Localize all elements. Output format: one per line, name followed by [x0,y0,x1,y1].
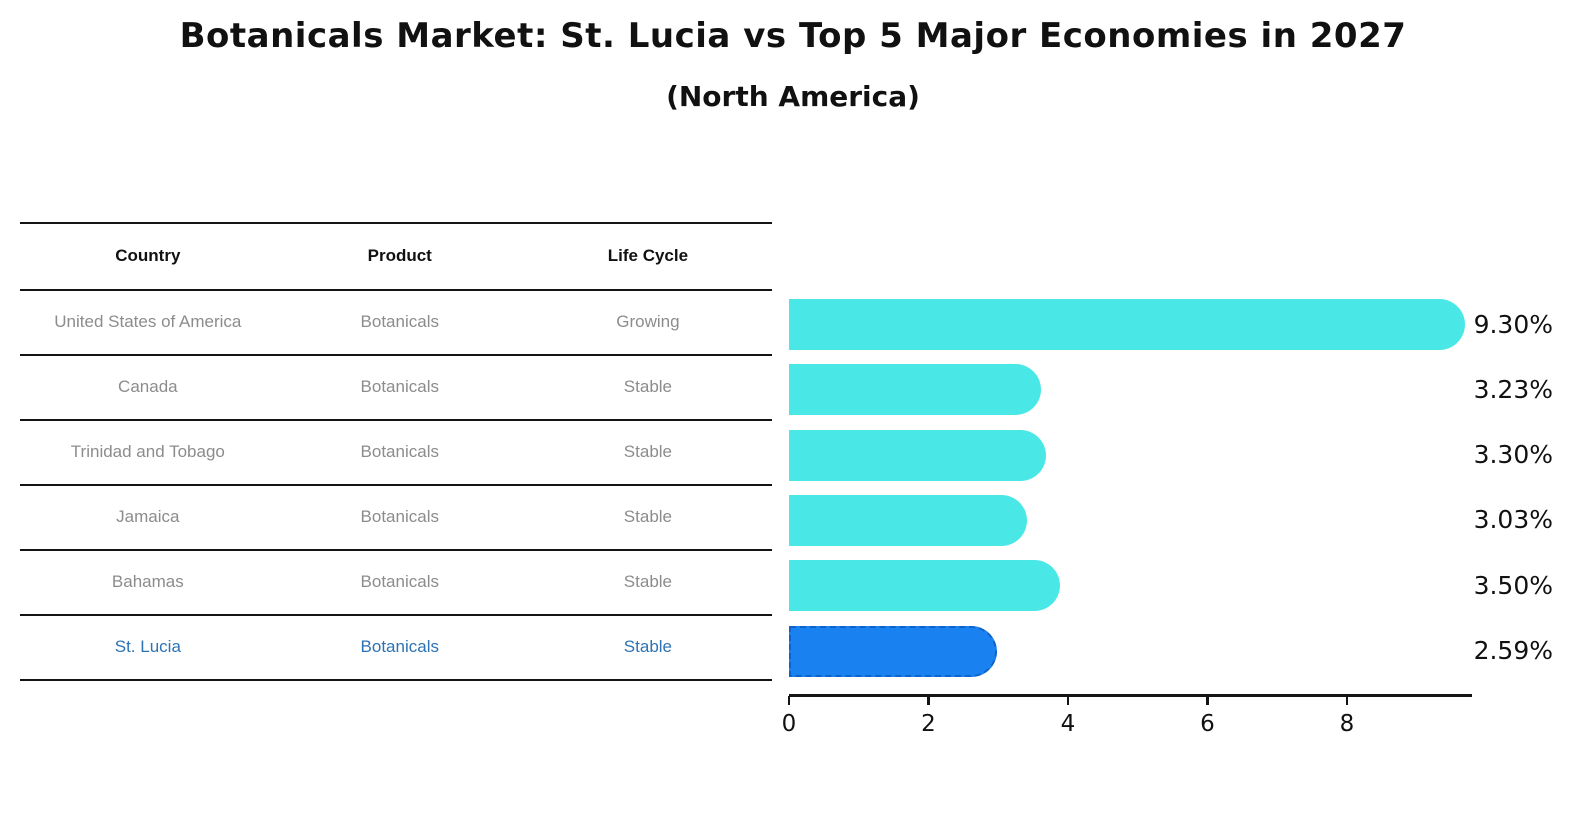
cell-country: St. Lucia [114,637,181,657]
cell-life-cycle: Stable [623,572,672,592]
column-header-product: Product [367,246,432,266]
cell-country: United States of America [54,312,242,332]
table-body: United States of America Botanicals Growin… [20,291,772,681]
cell-life-cycle: Stable [623,637,672,657]
value-label-trinidad-and-tobago: 3.30% [1473,440,1553,469]
cell-country: Bahamas [111,572,184,592]
cell-product: Botanicals [360,377,439,397]
table-row-bahamas: Bahamas Botanicals Stable [20,551,772,616]
x-tick-6 [1206,696,1209,705]
cell-country: Canada [118,377,178,397]
table-row-canada: Canada Botanicals Stable [20,356,772,421]
x-tick-2 [927,696,930,705]
bar-st-lucia [789,626,997,677]
value-label-bahamas: 3.50% [1473,571,1553,600]
cell-product: Botanicals [360,637,439,657]
x-tick-label-4: 4 [1060,711,1076,737]
cell-life-cycle: Stable [623,377,672,397]
x-tick-8 [1345,696,1349,705]
cell-product: Botanicals [360,507,439,527]
cell-life-cycle: Stable [623,442,672,462]
value-label-jamaica: 3.03% [1473,505,1553,534]
cell-life-cycle: Stable [623,507,672,527]
country-info-table: Country Product Life Cycle United States… [20,222,772,681]
table-header-row: Country Product Life Cycle [20,224,772,291]
cell-country: Trinidad and Tobago [70,442,225,462]
value-label-canada: 3.23% [1473,375,1553,404]
table-row-st-lucia: St. Lucia Botanicals Stable [20,616,772,681]
bar-canada [789,364,1042,415]
x-axis-line [789,694,1472,697]
bar-trinidad-and-tobago [789,430,1047,481]
chart-title: Botanicals Market: St. Lucia vs Top 5 Ma… [179,16,1407,56]
column-header-country: Country [115,246,181,266]
cell-country: Jamaica [116,507,180,527]
x-tick-4 [1066,696,1070,705]
chart-subtitle: (North America) [666,80,920,113]
cell-product: Botanicals [360,442,439,462]
value-label-st-lucia: 2.59% [1473,636,1553,665]
x-tick-label-0: 0 [781,711,797,737]
table-row-trinidad-and-tobago: Trinidad and Tobago Botanicals Stable [20,421,772,486]
column-header-life-cycle: Life Cycle [607,246,689,266]
x-tick-label-8: 8 [1339,711,1355,737]
x-tick-label-2: 2 [921,711,936,737]
x-tick-0 [787,696,791,705]
cell-life-cycle: Growing [616,312,680,332]
table-row-jamaica: Jamaica Botanicals Stable [20,486,772,551]
bar-bahamas [789,560,1061,611]
bar-united-states-of-america [789,299,1465,350]
x-tick-label-6: 6 [1200,711,1215,737]
bar-jamaica [789,495,1028,546]
table-row-united-states-of-america: United States of America Botanicals Growin… [20,291,772,356]
value-label-united-states-of-america: 9.30% [1473,310,1553,339]
cell-product: Botanicals [360,312,439,332]
cell-product: Botanicals [360,572,439,592]
